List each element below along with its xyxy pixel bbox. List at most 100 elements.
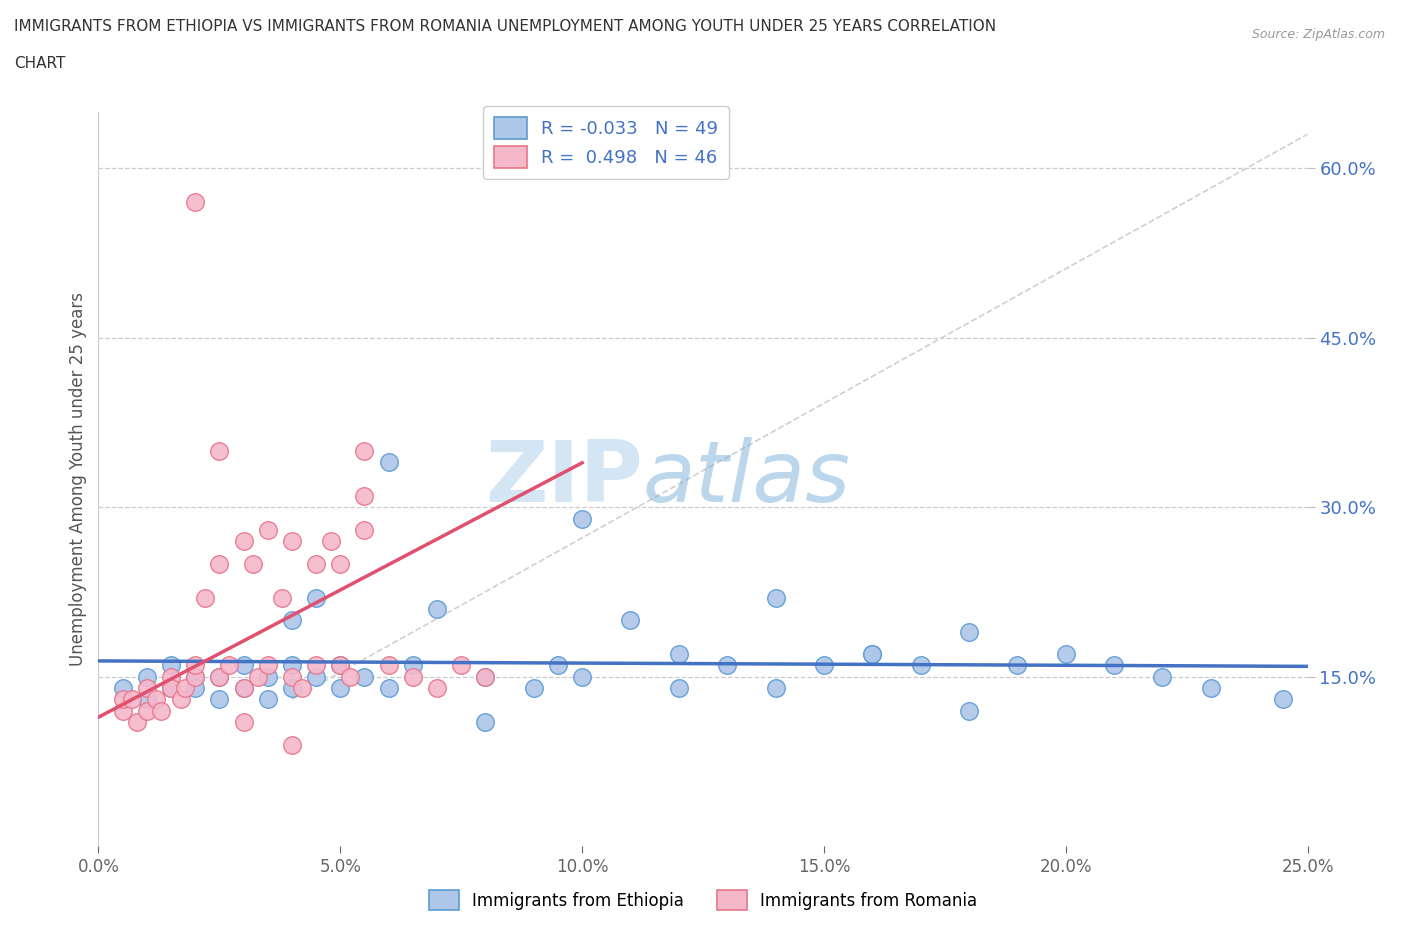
Point: [218, 658, 240, 673]
Point: [1007, 658, 1029, 673]
Point: [208, 556, 231, 571]
Text: atlas: atlas: [643, 437, 851, 521]
Point: [121, 692, 143, 707]
Point: [813, 658, 835, 673]
Point: [256, 670, 278, 684]
Point: [474, 670, 496, 684]
Point: [353, 523, 375, 538]
Point: [135, 681, 157, 696]
Point: [353, 444, 375, 458]
Point: [765, 681, 787, 696]
Point: [450, 658, 472, 673]
Legend: Immigrants from Ethiopia, Immigrants from Romania: Immigrants from Ethiopia, Immigrants fro…: [422, 884, 984, 917]
Point: [619, 613, 641, 628]
Point: [957, 624, 980, 639]
Point: [127, 714, 149, 729]
Point: [111, 703, 134, 718]
Point: [194, 591, 217, 605]
Point: [281, 737, 304, 752]
Point: [174, 681, 197, 696]
Point: [547, 658, 569, 673]
Point: [281, 534, 304, 549]
Point: [256, 692, 278, 707]
Point: [208, 692, 231, 707]
Point: [668, 646, 690, 661]
Text: ZIP: ZIP: [485, 437, 643, 521]
Point: [377, 455, 399, 470]
Point: [232, 714, 254, 729]
Point: [571, 512, 593, 526]
Point: [281, 658, 304, 673]
Point: [184, 194, 207, 209]
Point: [184, 670, 207, 684]
Point: [135, 692, 157, 707]
Point: [232, 658, 254, 673]
Point: [1272, 692, 1295, 707]
Point: [208, 444, 231, 458]
Point: [571, 670, 593, 684]
Point: [910, 658, 932, 673]
Point: [305, 591, 328, 605]
Point: [271, 591, 294, 605]
Point: [160, 681, 183, 696]
Point: [160, 681, 183, 696]
Point: [1102, 658, 1125, 673]
Point: [377, 658, 399, 673]
Point: [281, 681, 304, 696]
Point: [208, 670, 231, 684]
Legend: R = -0.033   N = 49, R =  0.498   N = 46: R = -0.033 N = 49, R = 0.498 N = 46: [484, 106, 730, 179]
Point: [329, 658, 352, 673]
Point: [256, 523, 278, 538]
Point: [232, 534, 254, 549]
Point: [377, 681, 399, 696]
Text: IMMIGRANTS FROM ETHIOPIA VS IMMIGRANTS FROM ROMANIA UNEMPLOYMENT AMONG YOUTH UND: IMMIGRANTS FROM ETHIOPIA VS IMMIGRANTS F…: [14, 19, 997, 33]
Point: [1152, 670, 1174, 684]
Y-axis label: Unemployment Among Youth under 25 years: Unemployment Among Youth under 25 years: [69, 292, 87, 666]
Point: [111, 692, 134, 707]
Point: [353, 670, 375, 684]
Point: [232, 681, 254, 696]
Point: [474, 670, 496, 684]
Point: [145, 692, 167, 707]
Point: [169, 692, 191, 707]
Point: [305, 556, 328, 571]
Point: [135, 703, 157, 718]
Point: [281, 670, 304, 684]
Point: [668, 681, 690, 696]
Point: [208, 670, 231, 684]
Point: [1054, 646, 1077, 661]
Point: [160, 670, 183, 684]
Point: [281, 613, 304, 628]
Point: [184, 681, 207, 696]
Point: [160, 658, 183, 673]
Point: [716, 658, 738, 673]
Point: [329, 658, 352, 673]
Point: [150, 703, 173, 718]
Point: [111, 681, 134, 696]
Point: [860, 646, 883, 661]
Point: [339, 670, 361, 684]
Point: [256, 658, 278, 673]
Point: [305, 670, 328, 684]
Point: [1199, 681, 1222, 696]
Point: [402, 658, 425, 673]
Point: [860, 646, 883, 661]
Point: [474, 714, 496, 729]
Point: [329, 681, 352, 696]
Point: [184, 670, 207, 684]
Point: [184, 658, 207, 673]
Point: [135, 670, 157, 684]
Point: [290, 681, 312, 696]
Point: [242, 556, 264, 571]
Point: [247, 670, 270, 684]
Text: CHART: CHART: [14, 56, 66, 71]
Point: [426, 602, 449, 617]
Point: [319, 534, 342, 549]
Point: [329, 556, 352, 571]
Point: [305, 658, 328, 673]
Point: [232, 681, 254, 696]
Point: [523, 681, 546, 696]
Text: Source: ZipAtlas.com: Source: ZipAtlas.com: [1251, 28, 1385, 41]
Point: [426, 681, 449, 696]
Point: [353, 488, 375, 503]
